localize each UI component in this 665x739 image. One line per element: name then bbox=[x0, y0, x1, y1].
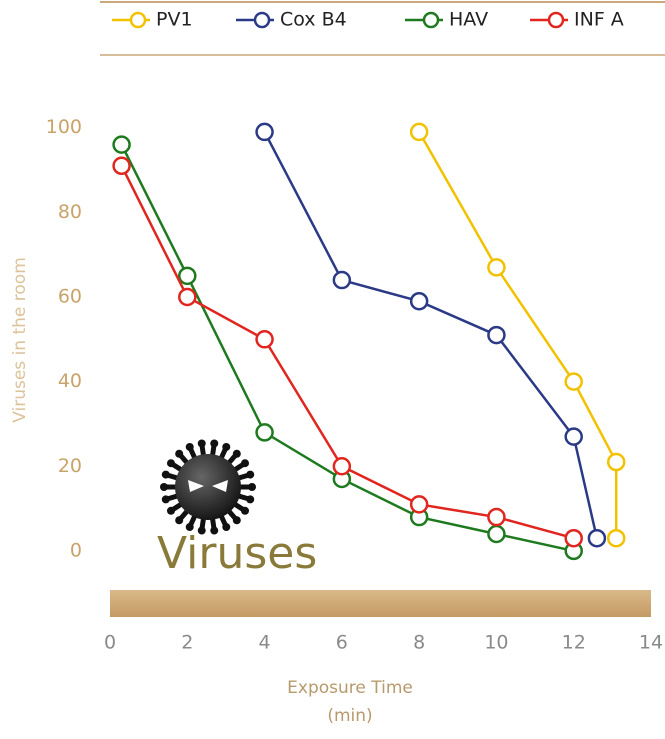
y-tick-label: 100 bbox=[46, 116, 82, 138]
y-tick-label: 0 bbox=[70, 539, 82, 561]
data-point bbox=[257, 124, 273, 140]
virus-body bbox=[175, 454, 241, 520]
x-tick-label: 4 bbox=[259, 632, 271, 654]
series-line bbox=[265, 132, 597, 538]
data-point bbox=[179, 268, 195, 284]
virus-knob bbox=[210, 439, 218, 447]
page: {"chart_data": { "type": "line", "ylabel… bbox=[0, 0, 665, 735]
x-tick-label: 14 bbox=[639, 632, 663, 654]
data-point bbox=[257, 424, 273, 440]
legend-label: HAV bbox=[449, 9, 488, 31]
x-tick-label: 6 bbox=[336, 632, 348, 654]
data-point bbox=[114, 158, 130, 174]
x-tick-label: 10 bbox=[484, 632, 508, 654]
virus-knob bbox=[175, 450, 183, 458]
virus-knob bbox=[198, 439, 206, 447]
data-point bbox=[411, 496, 427, 512]
data-point bbox=[114, 137, 130, 153]
legend-marker bbox=[424, 13, 438, 27]
legend-label: PV1 bbox=[156, 9, 193, 31]
y-tick-label: 60 bbox=[58, 285, 82, 307]
x-axis-label: Exposure Time bbox=[287, 678, 413, 698]
data-point bbox=[411, 293, 427, 309]
data-point bbox=[608, 530, 624, 546]
y-tick-label: 40 bbox=[58, 370, 82, 392]
series-line bbox=[419, 132, 616, 538]
virus-knob bbox=[167, 459, 175, 467]
virus-knob bbox=[241, 507, 249, 515]
y-tick-label: 20 bbox=[58, 455, 82, 477]
data-point bbox=[608, 454, 624, 470]
legend-marker bbox=[255, 13, 269, 27]
virus-knob bbox=[233, 450, 241, 458]
virus-knob bbox=[186, 443, 194, 451]
virus-knob bbox=[162, 495, 170, 503]
virus-knob bbox=[175, 516, 183, 524]
virus-knob bbox=[162, 471, 170, 479]
x-tick-label: 0 bbox=[104, 632, 116, 654]
virus-knob bbox=[246, 471, 254, 479]
x-tick-label: 2 bbox=[181, 632, 193, 654]
data-point bbox=[257, 331, 273, 347]
y-tick-label: 80 bbox=[58, 201, 82, 223]
data-point bbox=[334, 272, 350, 288]
chart: Viruses in the room Exposure Time (min) … bbox=[0, 0, 665, 735]
data-point bbox=[488, 526, 504, 542]
y-axis-label: Viruses in the room bbox=[10, 257, 30, 423]
virus-knob bbox=[167, 507, 175, 515]
virus-knob bbox=[160, 483, 168, 491]
virus-icon bbox=[160, 439, 256, 534]
x-tick-label: 12 bbox=[562, 632, 586, 654]
data-point bbox=[488, 259, 504, 275]
x-tick-label: 8 bbox=[413, 632, 425, 654]
data-point bbox=[334, 458, 350, 474]
axis-band bbox=[110, 590, 651, 617]
data-point bbox=[589, 530, 605, 546]
virus-knob bbox=[233, 516, 241, 524]
data-point bbox=[488, 509, 504, 525]
virus-knob bbox=[241, 459, 249, 467]
data-point bbox=[411, 124, 427, 140]
virus-knob bbox=[248, 483, 256, 491]
legend-marker bbox=[549, 13, 563, 27]
legend-label: INF A bbox=[574, 9, 624, 31]
data-point bbox=[566, 530, 582, 546]
virus-knob bbox=[222, 443, 230, 451]
data-point bbox=[179, 289, 195, 305]
data-point bbox=[488, 327, 504, 343]
data-point bbox=[566, 374, 582, 390]
x-axis-unit: (min) bbox=[327, 706, 372, 726]
legend-label: Cox B4 bbox=[280, 9, 347, 31]
data-point bbox=[566, 429, 582, 445]
virus-knob bbox=[246, 495, 254, 503]
legend-marker bbox=[131, 13, 145, 27]
annotation: Viruses bbox=[157, 528, 317, 579]
